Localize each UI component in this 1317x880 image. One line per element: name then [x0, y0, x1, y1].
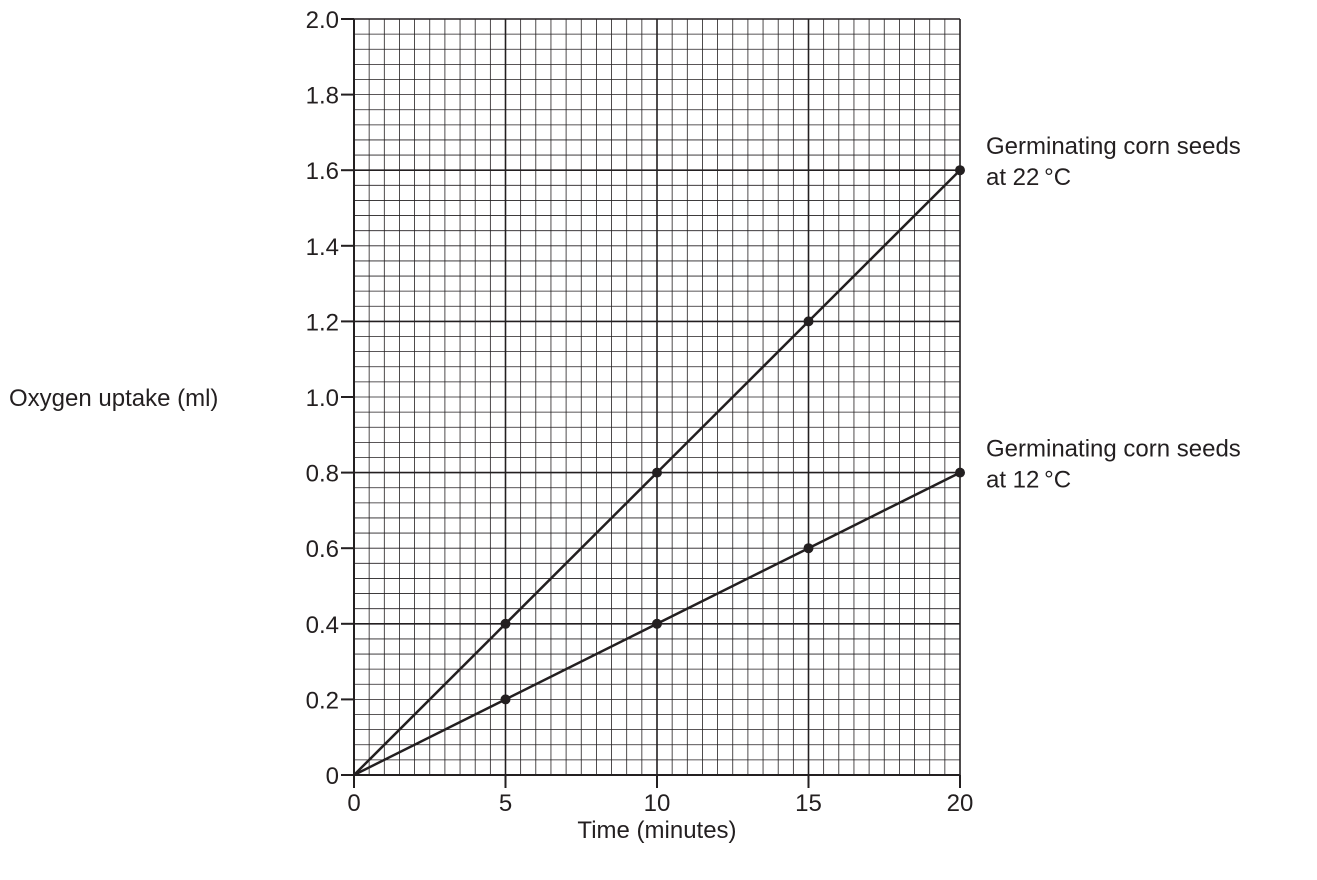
data-point [955, 467, 965, 478]
data-point [652, 618, 662, 629]
y-tick-label: 2.0 [306, 7, 339, 34]
x-tick-label: 5 [499, 790, 512, 817]
axes [341, 18, 961, 788]
y-tick-label: 0.6 [306, 536, 339, 563]
x-tick-label: 0 [347, 790, 360, 817]
labels: 0 0.2 0.4 0.6 0.8 1.0 1.2 1.4 1.6 1.8 2.0 0 5 10 15 20 G… [306, 7, 1241, 817]
y-tick-label: 1.0 [306, 385, 339, 412]
y-tick-label: 1.8 [306, 83, 339, 110]
y-tick-label: 0 [326, 763, 339, 790]
x-tick-label: 20 [947, 790, 974, 817]
y-tick-label: 1.4 [306, 234, 339, 261]
series-label-1: at 22 °C [986, 164, 1071, 191]
series-label-2: at 12 °C [986, 467, 1071, 494]
y-tick-label: 0.2 [306, 687, 339, 714]
x-tick-label: 10 [644, 790, 671, 817]
series-lines [353, 165, 965, 777]
data-point [803, 316, 814, 327]
y-tick-label: 1.2 [306, 309, 339, 336]
y-tick-label: 1.6 [306, 158, 339, 185]
data-point [500, 618, 511, 629]
data-point [652, 467, 662, 478]
grid [353, 18, 961, 776]
y-tick-label: 0.8 [306, 461, 339, 488]
series-label-1: Germinating corn seeds [986, 133, 1241, 160]
x-axis-title: Time (minutes) [577, 817, 736, 844]
data-point [955, 165, 965, 176]
series-label-2: Germinating corn seeds [986, 436, 1241, 463]
x-tick-label: 15 [795, 790, 822, 817]
data-point [500, 694, 511, 705]
data-point [803, 543, 814, 554]
y-tick-label: 0.4 [306, 612, 339, 639]
y-axis-title: Oxygen uptake (ml) [9, 385, 218, 412]
